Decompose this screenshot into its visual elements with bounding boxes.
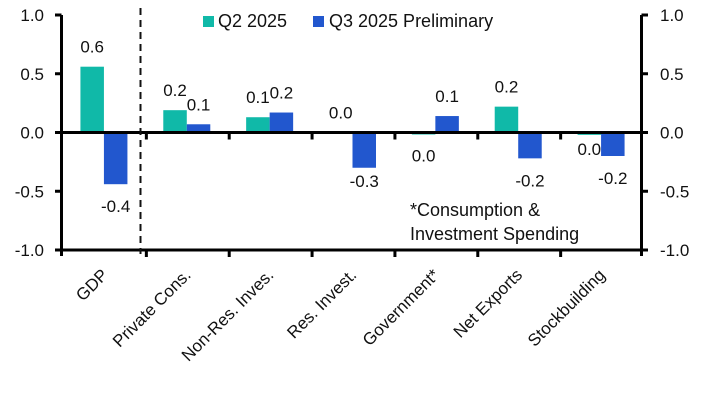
bar-q3-2025-preliminary-government — [435, 116, 459, 133]
legend-label-q2-2025: Q2 2025 — [218, 11, 287, 31]
y-tick-label-left: 1.0 — [20, 6, 44, 25]
legend-swatch-q2-2025 — [203, 16, 214, 27]
y-tick-label-right: 1.0 — [660, 6, 684, 25]
bars-group — [80, 66, 625, 185]
data-label-q2-2025-non-res-inves: 0.1 — [246, 88, 270, 107]
data-label-q3-2025-preliminary-non-res-inves: 0.2 — [270, 84, 294, 103]
annotation: *Consumption & Investment Spending — [410, 200, 579, 244]
y-tick-label-left: 0.0 — [20, 124, 44, 143]
annotation-line-2: Investment Spending — [410, 224, 579, 244]
y-tick-label-right: -1.0 — [660, 241, 689, 260]
data-label-q2-2025-net-exports: 0.2 — [495, 78, 519, 97]
data-label-q2-2025-res-invest: 0.0 — [329, 104, 353, 123]
data-label-q3-2025-preliminary-gdp: -0.4 — [101, 197, 130, 216]
annotation-line-1: *Consumption & — [410, 200, 540, 220]
bar-q2-2025-net-exports — [494, 106, 519, 133]
bar-q3-2025-preliminary-gdp — [103, 132, 128, 185]
data-labels-group: 0.6-0.40.20.1 0.1 0.20.0-0.30.00.1 0.2-0.20… — [80, 38, 627, 216]
bar-q3-2025-preliminary-net-exports — [518, 132, 542, 159]
data-label-q2-2025-stockbuilding: 0.0 — [578, 140, 602, 159]
bar-q3-2025-preliminary-stockbuilding — [601, 132, 625, 156]
data-label-q3-2025-preliminary-private-cons: 0.1 — [187, 95, 211, 114]
data-label-q2-2025-government: 0.0 — [412, 147, 436, 166]
bar-q2-2025-private-cons — [163, 110, 187, 133]
data-label-q3-2025-preliminary-net-exports: -0.2 — [515, 171, 544, 190]
legend-label-q3-2025-preliminary: Q3 2025 Preliminary — [329, 11, 493, 31]
bar-q2-2025-gdp — [80, 66, 104, 133]
bar-q3-2025-preliminary-private-cons — [186, 124, 211, 133]
y-tick-label-left: -1.0 — [15, 241, 44, 260]
data-label-q3-2025-preliminary-res-invest: -0.3 — [350, 172, 379, 191]
y-tick-label-right: 0.0 — [660, 124, 684, 143]
y-tick-label-right: 0.5 — [660, 65, 684, 84]
legend-swatch-q3-2025-preliminary — [313, 16, 324, 27]
y-tick-label-left: -0.5 — [15, 182, 44, 201]
data-label-q2-2025-private-cons: 0.2 — [163, 81, 187, 100]
data-label-q3-2025-preliminary-government: 0.1 — [435, 87, 459, 106]
bar-q3-2025-preliminary-non-res-inves — [269, 112, 294, 133]
bar-q2-2025-non-res-inves — [246, 117, 270, 133]
data-label-q2-2025-gdp: 0.6 — [80, 38, 104, 57]
data-label-q3-2025-preliminary-stockbuilding: -0.2 — [598, 169, 627, 188]
legend: Q2 2025 Q3 2025 Preliminary — [203, 11, 493, 31]
y-tick-label-right: -0.5 — [660, 182, 689, 201]
ticks-group: 1.0 1.0 0.5 0.5 0.0 0.0 -0.5 -0.5 -1.0 -1.0 — [15, 6, 690, 260]
bar-q3-2025-preliminary-res-invest — [352, 132, 376, 168]
y-tick-label-left: 0.5 — [20, 65, 44, 84]
